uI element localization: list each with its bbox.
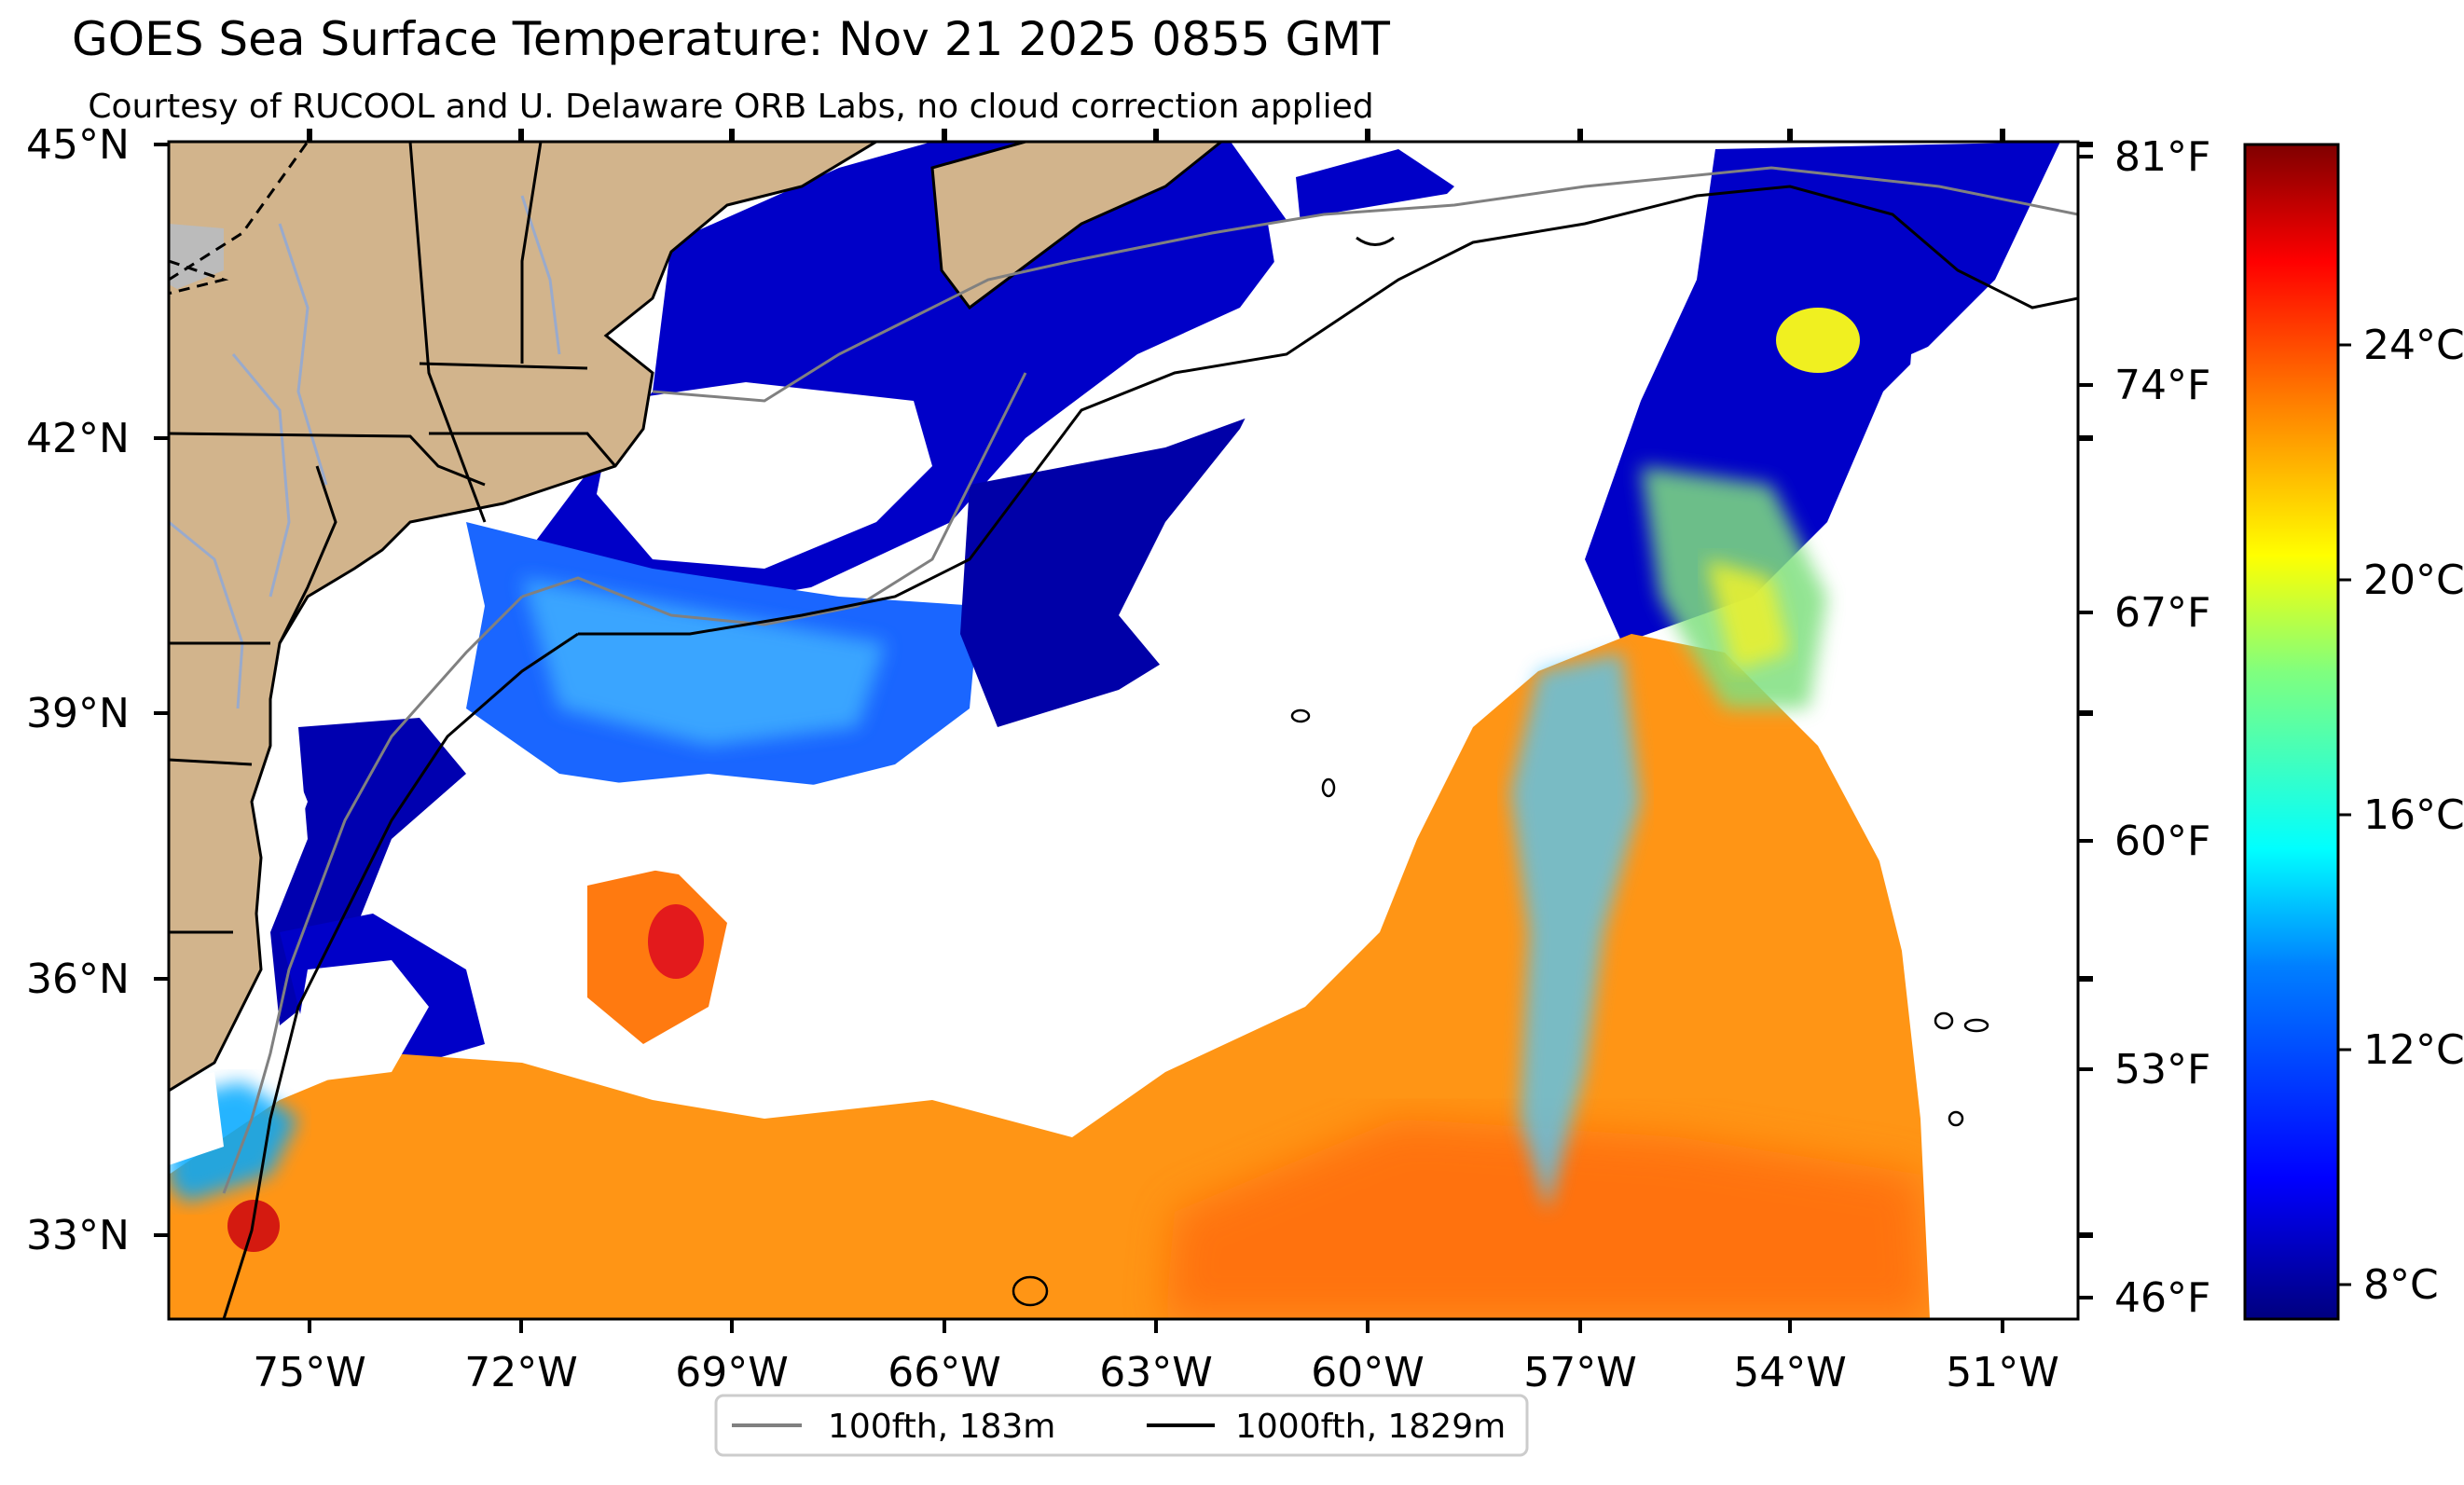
sable-island-contour bbox=[1356, 236, 1395, 246]
colorbar-label: 8°C bbox=[2363, 1261, 2439, 1309]
lat-axis-left: 45°N 42°N 39°N 36°N 33°N bbox=[26, 121, 169, 1259]
lon-label: 75°W bbox=[253, 1349, 366, 1396]
right-ticks bbox=[2078, 142, 2093, 1238]
cloud-mask bbox=[169, 186, 2078, 1319]
river-hudson bbox=[278, 223, 328, 486]
lon-label: 51°W bbox=[1946, 1349, 2059, 1396]
fahrenheit-label: 74°F bbox=[2114, 362, 2210, 409]
cloud-gulf-maine bbox=[597, 382, 932, 569]
river-susquehanna bbox=[169, 520, 244, 709]
legend: 100fth, 183m 1000fth, 1829m bbox=[714, 1394, 1529, 1457]
sst-mid-shelf-highlight bbox=[522, 578, 886, 746]
fahrenheit-label: 81°F bbox=[2114, 133, 2210, 181]
border-ny-pa bbox=[169, 432, 486, 487]
sst-warm-eddy-core bbox=[648, 904, 704, 979]
legend-label-1000fth: 1000fth, 1829m bbox=[1235, 1408, 1506, 1446]
sst-frontal-band bbox=[1510, 653, 1641, 1212]
rivers bbox=[169, 195, 561, 709]
coastline-us bbox=[169, 142, 877, 1093]
seamount-contour bbox=[1963, 1018, 1989, 1033]
lake-ontario bbox=[169, 224, 224, 289]
fahrenheit-label: 46°F bbox=[2114, 1274, 2210, 1322]
border-ma-ct bbox=[429, 432, 617, 467]
sst-yellow-patch bbox=[1706, 559, 1790, 671]
lat-label: 45°N bbox=[26, 121, 130, 169]
seamount-contour bbox=[1290, 708, 1311, 723]
sst-east-warm-eddy bbox=[1776, 308, 1860, 373]
cloud-central-north bbox=[1119, 186, 1678, 876]
isobath-100fth bbox=[222, 166, 2078, 1194]
colorbar-label: 12°C bbox=[2363, 1026, 2464, 1074]
lon-axis: 75°W 72°W 69°W 66°W 63°W 60°W 57°W 54°W … bbox=[253, 1319, 2059, 1396]
legend-label-100fth: 100fth, 183m bbox=[828, 1408, 1055, 1446]
land-mass bbox=[169, 142, 876, 1091]
seamount-contour bbox=[1948, 1110, 1964, 1127]
border-md-va bbox=[169, 758, 253, 766]
border-canada-us bbox=[169, 142, 310, 282]
cloud-east bbox=[1874, 280, 2078, 1319]
sst-warm-core bbox=[1165, 1119, 1930, 1319]
colorbar-label: 16°C bbox=[2363, 791, 2464, 839]
border-ma-north bbox=[419, 362, 588, 370]
cloud-sw-corner bbox=[169, 1072, 224, 1165]
colorbar-label: 20°C bbox=[2363, 557, 2464, 604]
lat-label: 42°N bbox=[26, 415, 130, 462]
lat-label: 36°N bbox=[26, 956, 130, 1003]
cloud-central-band bbox=[522, 774, 1212, 1063]
map-subtitle: Courtesy of RUCOOL and U. Delaware ORB L… bbox=[88, 88, 1374, 126]
colorbar-gradient bbox=[2243, 143, 2340, 1321]
lon-label: 60°W bbox=[1311, 1349, 1425, 1396]
lon-label: 57°W bbox=[1523, 1349, 1637, 1396]
border-ny-ma bbox=[408, 142, 487, 523]
top-ticks bbox=[307, 129, 2005, 142]
fahrenheit-label: 53°F bbox=[2114, 1046, 2210, 1093]
lat-label: 33°N bbox=[26, 1212, 130, 1259]
lon-label: 63°W bbox=[1099, 1349, 1213, 1396]
border-vt-nh bbox=[520, 142, 543, 364]
lon-label: 66°W bbox=[888, 1349, 1001, 1396]
fahrenheit-label: 67°F bbox=[2114, 589, 2210, 637]
border-nj-pa bbox=[278, 465, 337, 644]
legend-box bbox=[714, 1394, 1529, 1457]
lon-label: 72°W bbox=[464, 1349, 578, 1396]
state-borders bbox=[169, 142, 617, 934]
fahrenheit-label: 60°F bbox=[2114, 818, 2210, 865]
bermuda-contour bbox=[1012, 1275, 1049, 1307]
lon-label: 54°W bbox=[1733, 1349, 1847, 1396]
lat-label: 39°N bbox=[26, 690, 130, 737]
river-connecticut bbox=[520, 195, 561, 355]
river-delaware bbox=[231, 353, 291, 598]
seamount-contour bbox=[1934, 1011, 1954, 1030]
map-panel bbox=[169, 142, 2078, 1319]
isobath-1000fth bbox=[222, 185, 2078, 1319]
land-nova-scotia bbox=[932, 142, 1221, 308]
map-frame bbox=[167, 140, 2080, 1321]
lon-label: 69°W bbox=[675, 1349, 789, 1396]
map-title: GOES Sea Surface Temperature: Nov 21 202… bbox=[72, 12, 1390, 66]
cloud-hatteras bbox=[298, 960, 429, 1081]
coastline-nova-scotia bbox=[930, 142, 1224, 310]
seamount-contour bbox=[1321, 777, 1336, 798]
colorbar-label: 24°C bbox=[2363, 322, 2464, 369]
fahrenheit-axis: 81°F 74°F 67°F 60°F 53°F 46°F bbox=[2078, 133, 2210, 1322]
colorbar: 24°C 20°C 16°C 12°C 8°C bbox=[2243, 143, 2464, 1321]
